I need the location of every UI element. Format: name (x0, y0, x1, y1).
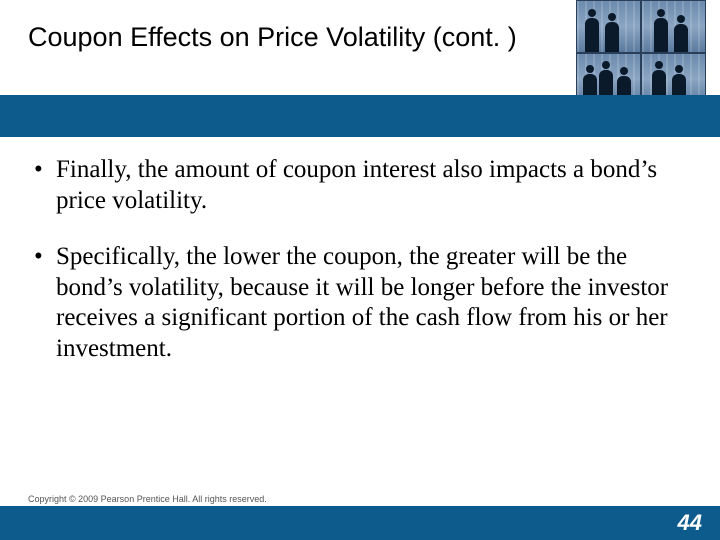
content-area: • Finally, the amount of coupon interest… (34, 155, 680, 390)
bullet-text: Finally, the amount of coupon interest a… (56, 155, 680, 216)
bottom-bar (0, 506, 720, 540)
page-number: 44 (678, 510, 702, 536)
copyright-text: Copyright © 2009 Pearson Prentice Hall. … (28, 494, 267, 504)
bullet-marker: • (34, 155, 56, 216)
bullet-text: Specifically, the lower the coupon, the … (56, 242, 680, 364)
bullet-item: • Finally, the amount of coupon interest… (34, 155, 680, 216)
title-separator-bar (0, 95, 720, 137)
corner-decorative-graphic (576, 0, 706, 105)
bullet-marker: • (34, 242, 56, 364)
bullet-item: • Specifically, the lower the coupon, th… (34, 242, 680, 364)
